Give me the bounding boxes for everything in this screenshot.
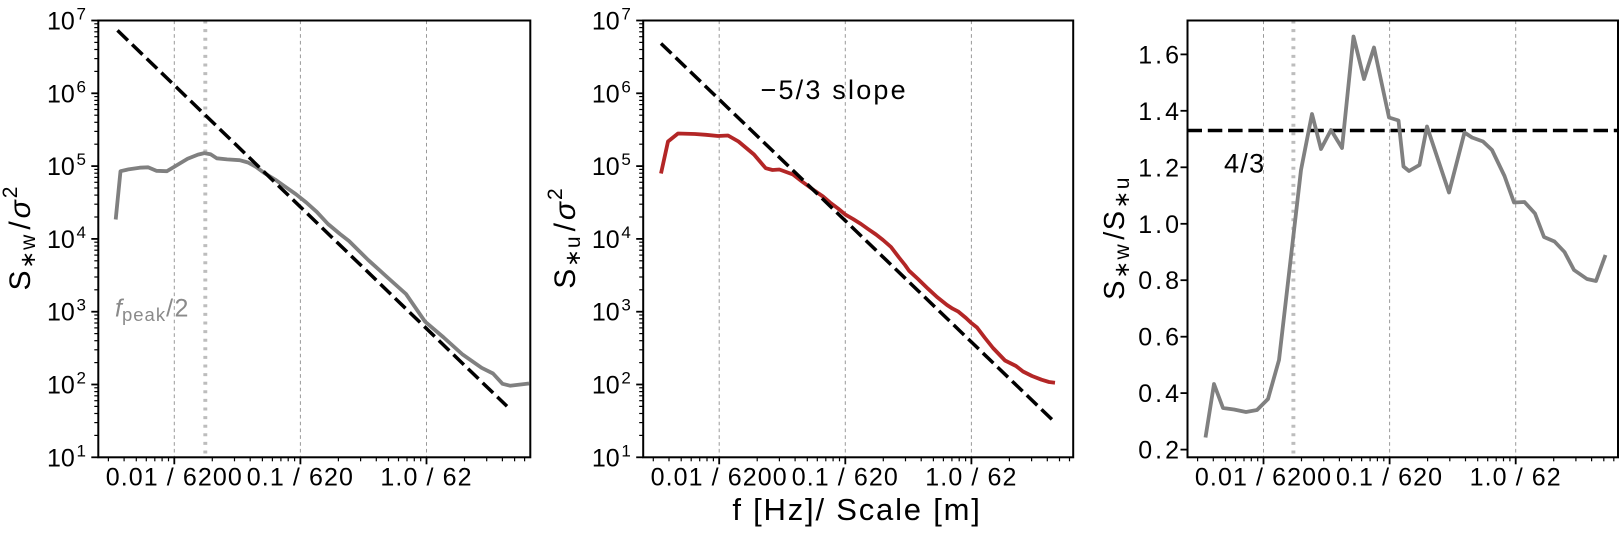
svg-text:2: 2	[77, 369, 86, 388]
svg-text:f [Hz]/ Scale [m]: f [Hz]/ Scale [m]	[732, 492, 981, 527]
svg-text:10: 10	[47, 372, 75, 400]
svg-text:1: 1	[621, 441, 630, 460]
svg-text:10: 10	[592, 226, 620, 254]
svg-text:4: 4	[77, 223, 86, 242]
svg-text:10: 10	[47, 153, 75, 181]
svg-text:0.1 / 620: 0.1 / 620	[247, 464, 354, 492]
svg-text:10: 10	[47, 226, 75, 254]
svg-text:10: 10	[47, 80, 75, 108]
svg-text:1.0 / 62: 1.0 / 62	[380, 464, 472, 492]
svg-text:10: 10	[47, 299, 75, 327]
svg-text:4: 4	[621, 223, 630, 242]
svg-text:1.6: 1.6	[1138, 41, 1182, 69]
svg-text:1.0 / 62: 1.0 / 62	[925, 464, 1017, 492]
svg-text:5: 5	[77, 150, 86, 169]
svg-text:1: 1	[77, 441, 86, 460]
svg-text:0.8: 0.8	[1138, 267, 1182, 295]
svg-text:1.0: 1.0	[1138, 211, 1182, 239]
svg-text:10: 10	[592, 444, 620, 472]
svg-text:4/3: 4/3	[1224, 149, 1265, 179]
svg-text:1.2: 1.2	[1138, 154, 1182, 182]
svg-text:0.01 / 6200: 0.01 / 6200	[1195, 464, 1332, 492]
svg-text:10: 10	[592, 372, 620, 400]
svg-text:0.4: 0.4	[1138, 380, 1182, 408]
svg-text:3: 3	[77, 296, 86, 315]
svg-text:3: 3	[621, 296, 630, 315]
svg-text:0.6: 0.6	[1138, 324, 1182, 352]
svg-text:6: 6	[621, 77, 630, 96]
svg-text:0.1 / 620: 0.1 / 620	[1336, 464, 1443, 492]
svg-text:−5/3 slope: −5/3 slope	[761, 75, 908, 105]
svg-text:6: 6	[77, 77, 86, 96]
svg-text:10: 10	[592, 80, 620, 108]
svg-text:10: 10	[592, 299, 620, 327]
svg-text:7: 7	[621, 5, 630, 24]
svg-text:0.1 / 620: 0.1 / 620	[792, 464, 899, 492]
svg-text:fpeak/2: fpeak/2	[115, 295, 190, 326]
svg-text:0.2: 0.2	[1138, 437, 1182, 465]
svg-text:7: 7	[77, 5, 86, 24]
svg-text:10: 10	[47, 8, 75, 36]
svg-text:0.01 / 6200: 0.01 / 6200	[106, 464, 243, 492]
svg-text:10: 10	[592, 153, 620, 181]
svg-text:0.01 / 6200: 0.01 / 6200	[651, 464, 788, 492]
svg-text:1.0 / 62: 1.0 / 62	[1470, 464, 1562, 492]
svg-text:5: 5	[621, 150, 630, 169]
svg-text:10: 10	[47, 444, 75, 472]
svg-text:10: 10	[592, 8, 620, 36]
svg-text:2: 2	[621, 369, 630, 388]
svg-text:1.4: 1.4	[1138, 98, 1182, 126]
